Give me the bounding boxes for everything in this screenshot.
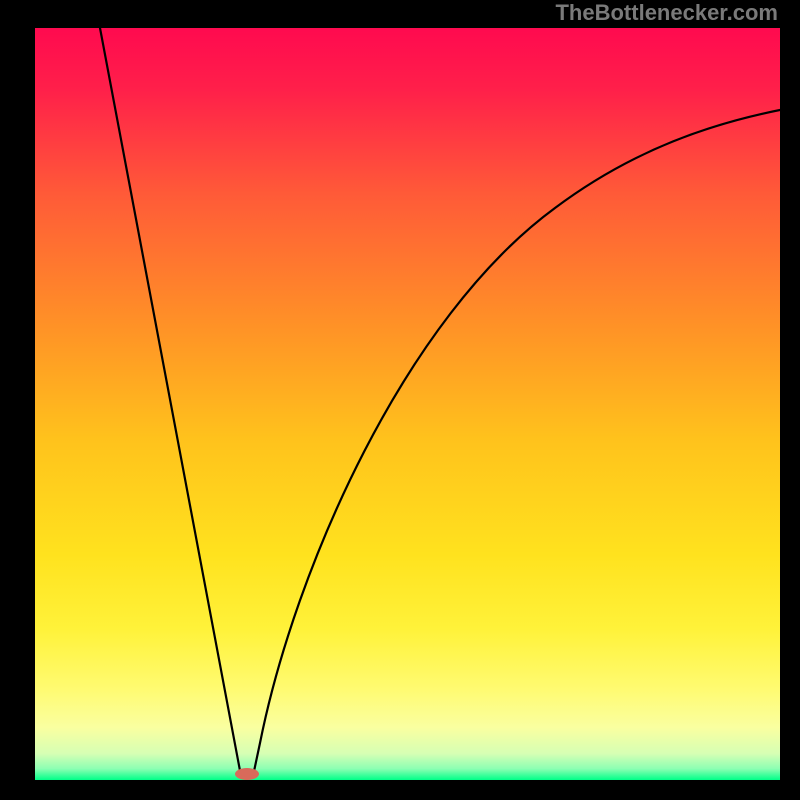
plot-area (35, 28, 780, 780)
watermark-label: TheBottlenecker.com (555, 0, 778, 26)
gradient-background (35, 28, 780, 780)
chart-root: { "canvas": { "width": 800, "height": 80… (0, 0, 800, 800)
